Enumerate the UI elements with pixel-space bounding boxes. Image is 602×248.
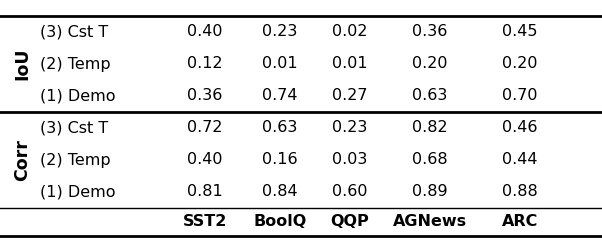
- Text: 0.20: 0.20: [412, 57, 448, 71]
- Text: 0.02: 0.02: [332, 25, 368, 39]
- Text: 0.27: 0.27: [332, 89, 368, 103]
- Text: 0.63: 0.63: [262, 121, 297, 135]
- Text: IoU: IoU: [13, 48, 31, 80]
- Text: 0.16: 0.16: [262, 153, 298, 167]
- Text: 0.74: 0.74: [262, 89, 298, 103]
- Text: 0.12: 0.12: [187, 57, 223, 71]
- Text: 0.44: 0.44: [502, 153, 538, 167]
- Text: (1) Demo: (1) Demo: [40, 185, 116, 199]
- Text: (2) Temp: (2) Temp: [40, 153, 111, 167]
- Text: 0.23: 0.23: [332, 121, 368, 135]
- Text: 0.70: 0.70: [502, 89, 538, 103]
- Text: QQP: QQP: [330, 215, 370, 229]
- Text: 0.20: 0.20: [502, 57, 538, 71]
- Text: 0.40: 0.40: [187, 25, 223, 39]
- Text: 0.63: 0.63: [412, 89, 448, 103]
- Text: 0.23: 0.23: [262, 25, 297, 39]
- Text: 0.68: 0.68: [412, 153, 448, 167]
- Text: ARC: ARC: [502, 215, 538, 229]
- Text: 0.88: 0.88: [502, 185, 538, 199]
- Text: 0.46: 0.46: [502, 121, 538, 135]
- Text: 0.72: 0.72: [187, 121, 223, 135]
- Text: Corr: Corr: [13, 139, 31, 181]
- Text: 0.84: 0.84: [262, 185, 298, 199]
- Text: SST2: SST2: [183, 215, 227, 229]
- Text: 0.40: 0.40: [187, 153, 223, 167]
- Text: 0.89: 0.89: [412, 185, 448, 199]
- Text: 0.82: 0.82: [412, 121, 448, 135]
- Text: 0.01: 0.01: [332, 57, 368, 71]
- Text: 0.60: 0.60: [332, 185, 368, 199]
- Text: 0.03: 0.03: [332, 153, 368, 167]
- Text: 0.36: 0.36: [412, 25, 448, 39]
- Text: (3) Cst T: (3) Cst T: [40, 25, 108, 39]
- Text: 0.45: 0.45: [502, 25, 538, 39]
- Text: 0.01: 0.01: [262, 57, 298, 71]
- Text: (3) Cst T: (3) Cst T: [40, 121, 108, 135]
- Text: 0.36: 0.36: [187, 89, 223, 103]
- Text: (2) Temp: (2) Temp: [40, 57, 111, 71]
- Text: 0.81: 0.81: [187, 185, 223, 199]
- Text: BoolQ: BoolQ: [253, 215, 306, 229]
- Text: (1) Demo: (1) Demo: [40, 89, 116, 103]
- Text: AGNews: AGNews: [393, 215, 467, 229]
